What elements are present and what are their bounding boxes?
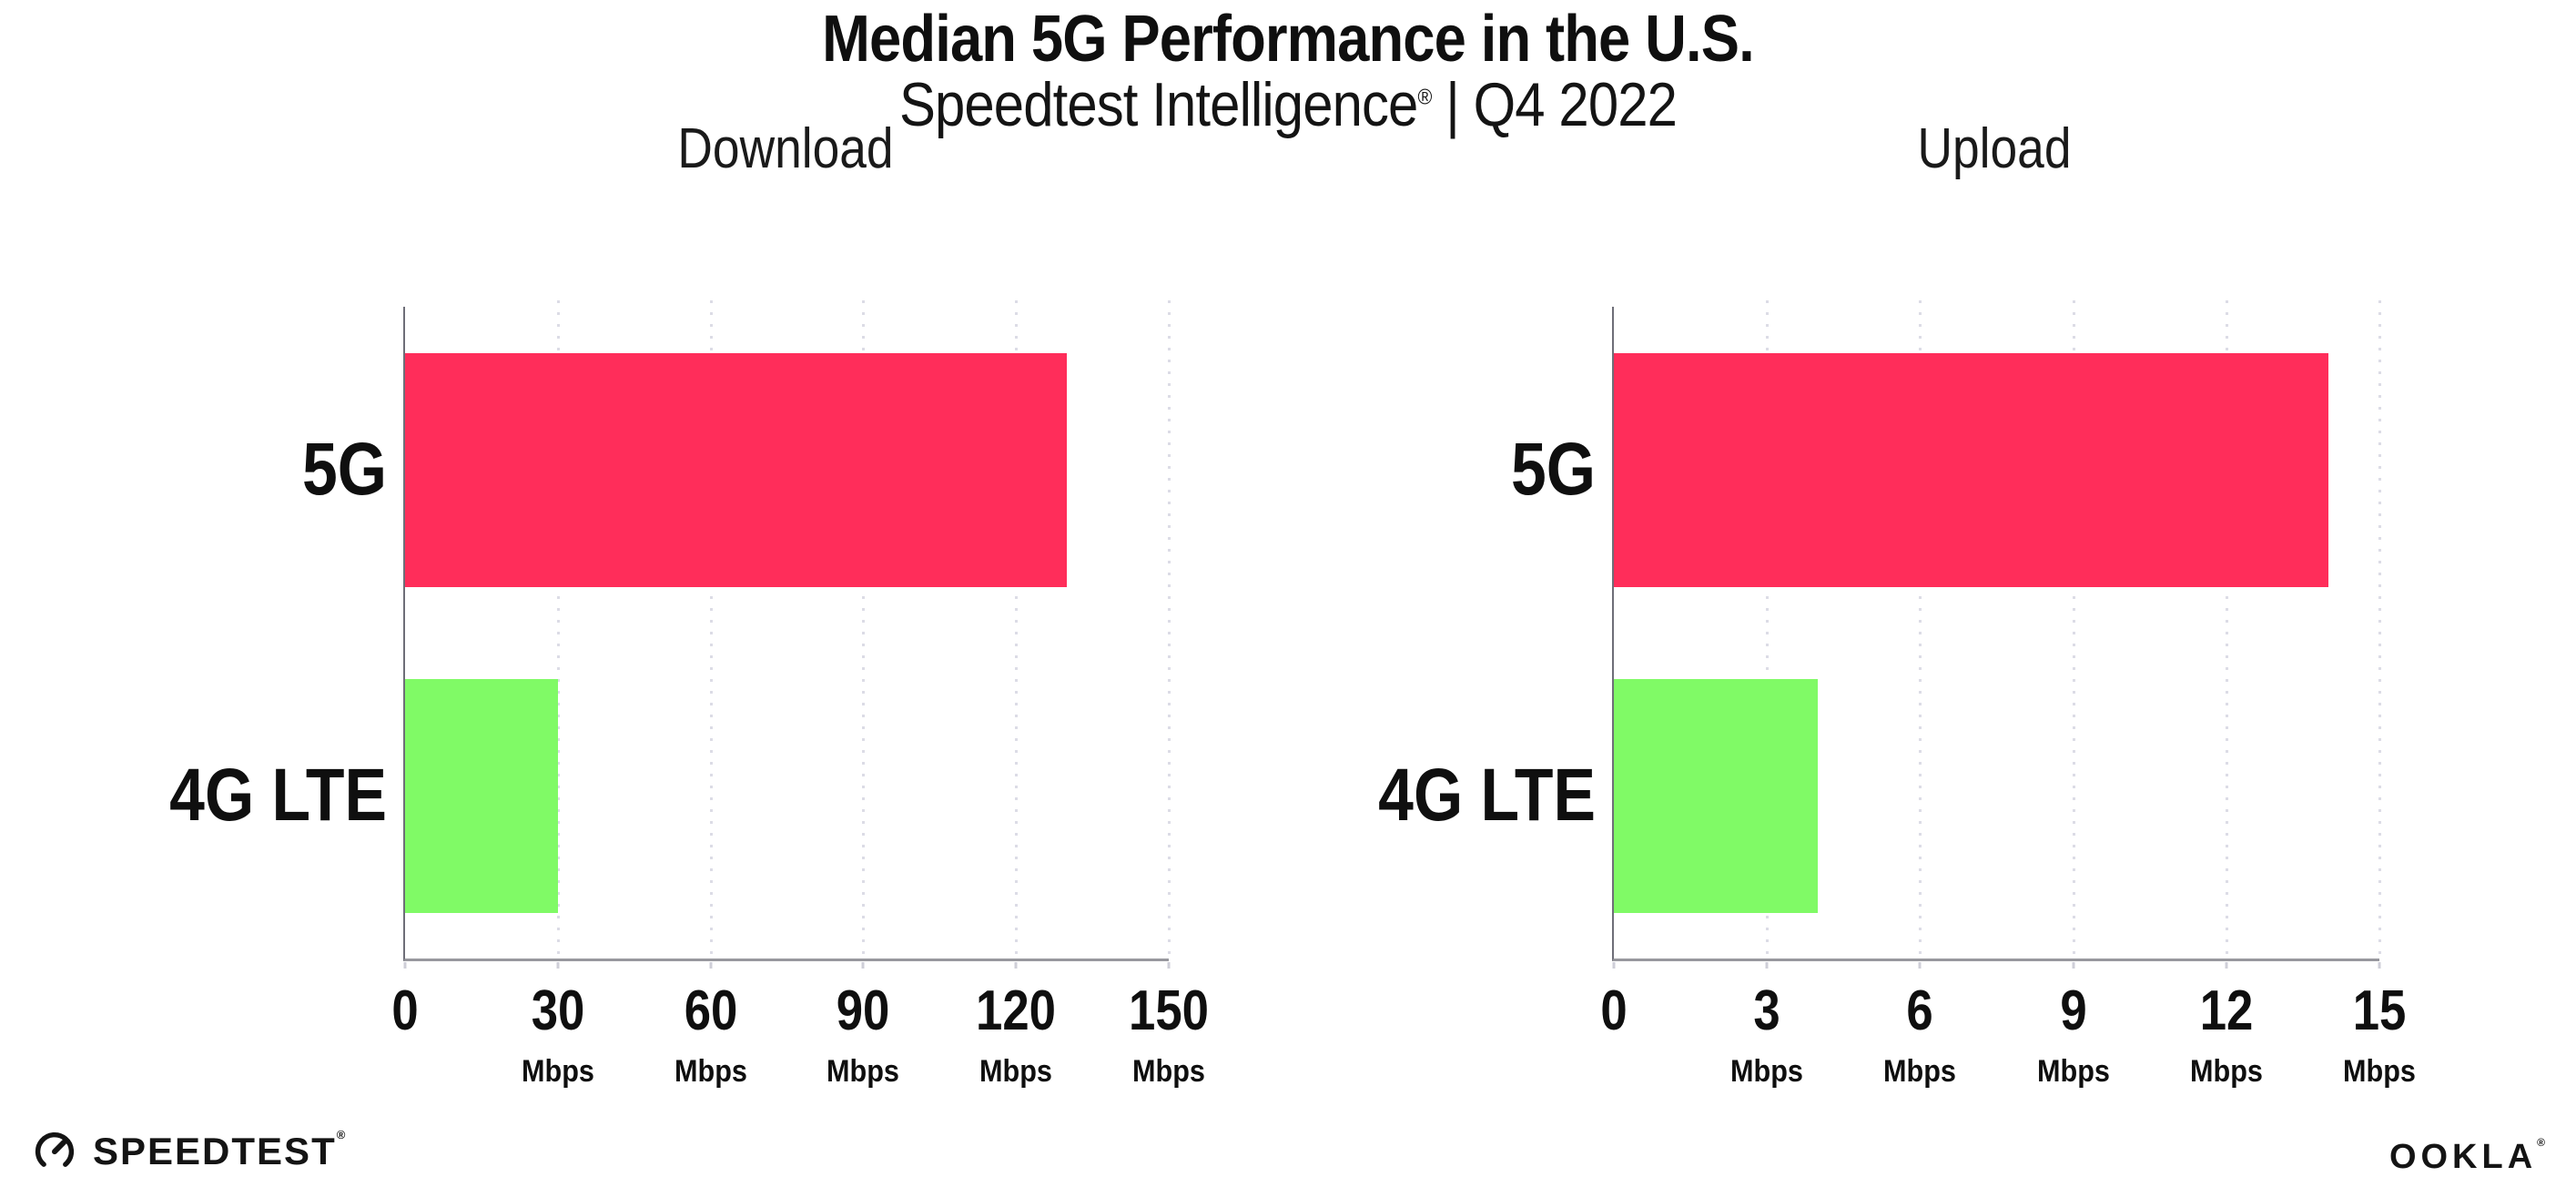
bar-4g-lte-upload bbox=[1614, 678, 1819, 913]
x-tick-label: 0 bbox=[391, 979, 419, 1042]
bar-4g-lte-download bbox=[405, 678, 558, 913]
x-tick-unit: Mbps bbox=[2343, 1054, 2416, 1089]
axis-tick bbox=[861, 962, 865, 969]
x-tick-label: 9 bbox=[2059, 979, 2087, 1042]
x-tick-label: 12 bbox=[2199, 979, 2254, 1042]
download-chart-title: Download bbox=[677, 117, 894, 180]
x-tick-label: 30 bbox=[531, 979, 585, 1042]
x-tick-label: 0 bbox=[1600, 979, 1628, 1042]
registered-mark: ® bbox=[1417, 85, 1432, 110]
category-label-4g-lte: 4G LTE bbox=[169, 754, 387, 837]
axis-tick bbox=[2072, 962, 2075, 969]
gridline bbox=[1015, 300, 1019, 959]
axis-tick bbox=[1014, 962, 1018, 969]
x-tick-label: 6 bbox=[1906, 979, 1934, 1042]
speedtest-gauge-icon bbox=[35, 1131, 75, 1172]
gridline bbox=[862, 300, 866, 959]
speedtest-wordmark: SPEEDTEST® bbox=[93, 1128, 346, 1172]
category-label-4g-lte: 4G LTE bbox=[1378, 754, 1596, 837]
x-tick-label: 150 bbox=[1129, 979, 1209, 1042]
x-tick-label: 90 bbox=[837, 979, 890, 1042]
gridline bbox=[1766, 300, 1770, 959]
speedtest-logo: SPEEDTEST® bbox=[31, 1127, 345, 1174]
gridline bbox=[2072, 300, 2075, 959]
x-tick-unit: Mbps bbox=[979, 1054, 1053, 1089]
x-tick-label: 120 bbox=[976, 979, 1057, 1042]
x-tick-unit: Mbps bbox=[1883, 1054, 1957, 1089]
x-tick-label: 15 bbox=[2352, 979, 2407, 1042]
axis-tick bbox=[556, 962, 560, 969]
gridline bbox=[2225, 300, 2228, 959]
x-tick-label: 60 bbox=[684, 979, 737, 1042]
axis-tick bbox=[709, 962, 713, 969]
category-label-5g: 5G bbox=[302, 428, 387, 511]
subtitle-period: | Q4 2022 bbox=[1431, 70, 1678, 139]
axis-tick bbox=[1167, 962, 1171, 969]
axis-tick bbox=[1765, 962, 1769, 969]
ookla-wordmark: OOKLA® bbox=[2388, 1136, 2545, 1176]
axis-tick bbox=[1612, 962, 1616, 969]
x-tick-unit: Mbps bbox=[2189, 1054, 2263, 1089]
x-tick-unit: Mbps bbox=[521, 1054, 594, 1089]
x-tick-unit: Mbps bbox=[2036, 1054, 2110, 1089]
category-label-5g: 5G bbox=[1511, 428, 1596, 511]
x-tick-unit: Mbps bbox=[1132, 1054, 1205, 1089]
upload-plot-area: 0 3 Mbps 6 Mbps 9 Mbps 12 Mbps 15 Mbps 5G 4G LTE bbox=[1378, 300, 2416, 1087]
x-tick-label: 3 bbox=[1753, 979, 1780, 1042]
axis-tick bbox=[403, 962, 407, 969]
subtitle: Speedtest Intelligence® | Q4 2022 bbox=[155, 69, 2421, 140]
gridline bbox=[1168, 300, 1171, 959]
registered-mark: ® bbox=[336, 1128, 346, 1141]
upload-chart-title: Upload bbox=[1917, 117, 2072, 180]
axis-tick bbox=[2225, 962, 2228, 969]
x-tick-unit: Mbps bbox=[674, 1054, 747, 1089]
axis-tick bbox=[1918, 962, 1922, 969]
gridline bbox=[2378, 300, 2381, 959]
subtitle-brand: Speedtest Intelligence bbox=[898, 70, 1418, 139]
x-tick-unit: Mbps bbox=[1730, 1054, 1804, 1089]
gridline bbox=[556, 300, 560, 959]
gridline bbox=[1919, 300, 1922, 959]
bar-5g-download bbox=[405, 352, 1068, 587]
download-plot-area: 0 30 Mbps 60 Mbps 90 Mbps 120 Mbps 150 Mbps 5G 4G LT… bbox=[169, 300, 1209, 1087]
x-tick-unit: Mbps bbox=[827, 1054, 900, 1089]
axis-tick bbox=[2378, 962, 2381, 969]
bar-5g-upload bbox=[1614, 352, 2328, 587]
gridline bbox=[709, 300, 713, 959]
registered-mark: ® bbox=[2537, 1136, 2545, 1149]
main-title: Median 5G Performance in the U.S. bbox=[822, 3, 1755, 76]
